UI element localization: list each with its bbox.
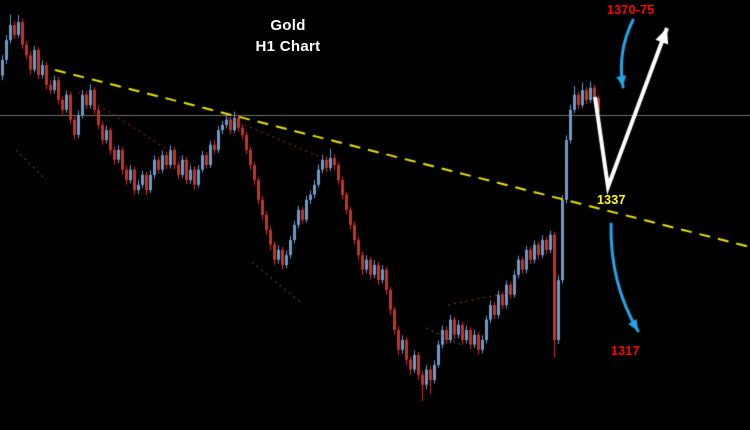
chart-title: Gold H1 Chart [233,15,343,57]
lower-target-label: 1317 [611,344,640,358]
trendline-support-label: 1337 [597,193,626,207]
upper-target-label: 1370-75 [607,3,655,17]
chart-title-symbol: Gold [270,17,306,34]
chart-title-timeframe: H1 Chart [255,38,321,55]
